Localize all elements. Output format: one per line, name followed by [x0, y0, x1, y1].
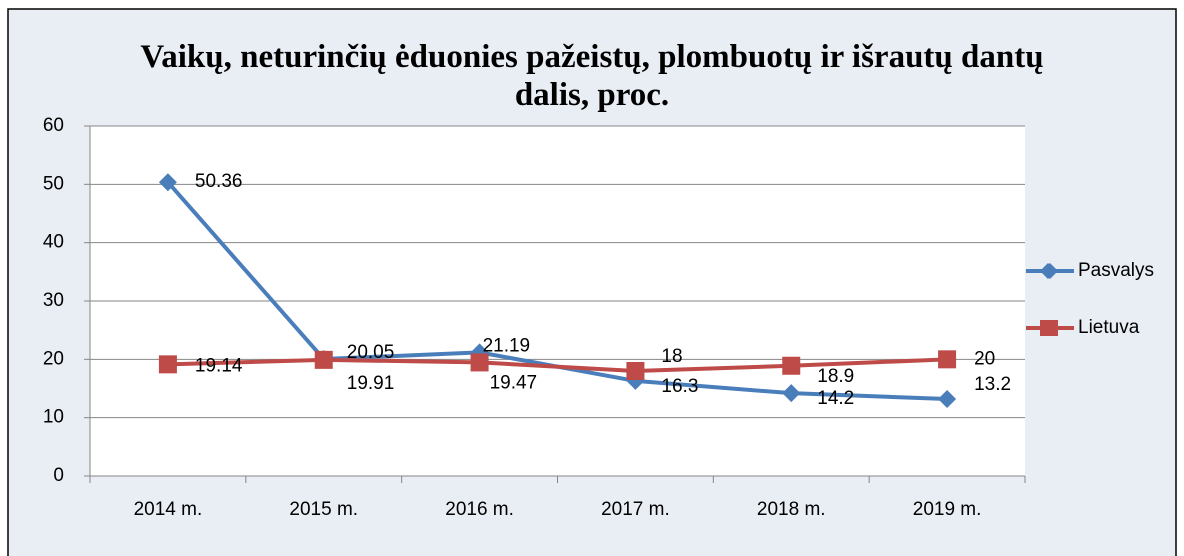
y-tick-label: 40	[43, 232, 64, 253]
marker	[158, 173, 177, 192]
data-label: 21.19	[483, 335, 531, 356]
legend-marker	[1042, 263, 1058, 279]
data-label: 19.47	[490, 372, 538, 393]
y-tick-label: 60	[43, 115, 64, 136]
legend-label: Pasvalys	[1078, 260, 1154, 281]
data-label: 20	[974, 348, 995, 369]
marker	[470, 353, 489, 372]
data-label: 18.9	[817, 366, 854, 387]
marker	[938, 350, 957, 369]
y-tick-label: 0	[53, 465, 64, 486]
marker	[158, 355, 177, 374]
chart-title: Vaikų, neturinčių ėduonies pažeistų, plo…	[140, 39, 1044, 113]
y-tick-label: 50	[43, 173, 64, 194]
data-label: 16.3	[661, 376, 698, 397]
legend-label: Lietuva	[1078, 317, 1140, 338]
x-tick-label: 2016 m.	[445, 499, 514, 520]
data-label: 50.36	[195, 171, 243, 192]
x-tick-label: 2019 m.	[913, 499, 982, 520]
marker	[782, 384, 801, 403]
y-tick-label: 30	[43, 290, 64, 311]
legend-marker	[1042, 320, 1058, 336]
marker	[782, 356, 801, 375]
marker	[314, 350, 333, 369]
y-tick-label: 10	[43, 407, 64, 428]
series-line	[167, 357, 948, 373]
marker	[938, 390, 957, 408]
data-label: 18	[661, 346, 682, 367]
x-tick-label: 2018 m.	[757, 499, 826, 520]
data-label: 19.91	[347, 373, 395, 394]
data-label: 19.14	[195, 355, 243, 376]
data-label: 20.05	[347, 342, 395, 363]
data-label: 13.2	[974, 374, 1011, 395]
data-label: 14.2	[817, 388, 854, 409]
x-tick-label: 2015 m.	[289, 499, 358, 520]
x-tick-label: 2017 m.	[601, 499, 670, 520]
y-tick-label: 20	[43, 348, 64, 369]
marker	[626, 362, 645, 380]
x-tick-label: 2014 m.	[134, 499, 203, 520]
